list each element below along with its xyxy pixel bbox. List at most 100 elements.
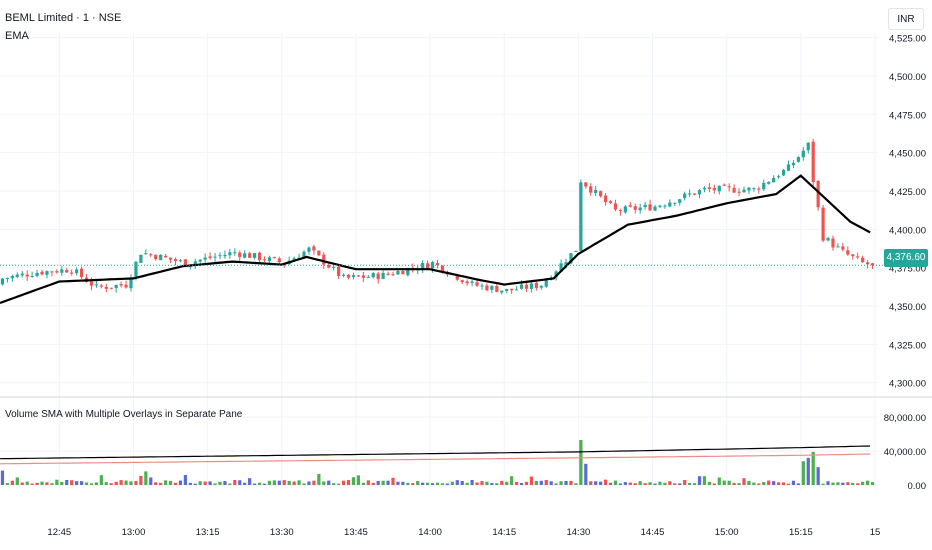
candle-body [796,157,800,162]
volume-bar [178,480,183,485]
volume-axis[interactable]: 0.00 40,000.00 80,000.00 [884,413,926,492]
volume-bar [697,476,702,485]
volume-bar [653,483,657,485]
candle-body [692,193,697,195]
currency-button[interactable]: INR [888,8,924,30]
candle-body [589,186,593,193]
volume-bar [60,481,64,485]
volume-bar [50,483,54,485]
candle-body [861,257,865,263]
volume-bar [767,480,771,485]
volume-bar [435,482,440,485]
volume-bar [257,482,262,485]
candle-body [79,268,84,278]
candle-body [386,273,390,275]
volume-bar [94,482,99,485]
volume-bar [856,483,860,485]
candle-body [658,205,662,208]
candle-body [312,246,316,251]
volume-bar [213,483,217,485]
volume-bar [589,481,593,485]
candle-body [164,255,168,258]
volume-bar [584,463,588,485]
volume-bar [173,482,178,485]
volume-bar [20,482,24,485]
volume-bar [406,482,410,485]
candle-body [119,284,123,286]
volume-bar [401,481,405,485]
volume-bar [643,483,647,485]
price-tick-label: 4,425.00 [889,187,926,198]
volume-bar [450,481,454,485]
volume-bar [282,480,286,485]
volume-bar [628,482,632,485]
volume-bar [218,481,222,485]
volume-pane-title[interactable]: Volume SMA with Multiple Overlays in Sep… [5,409,243,420]
candle-body [569,253,573,264]
candle-body [811,141,815,182]
candle-body [149,254,153,256]
candle-body [564,262,568,265]
candle-body [628,205,632,207]
volume-bar [470,479,474,485]
candle-body [865,262,870,265]
candle-body [762,182,766,190]
volume-bar [717,477,721,485]
candle-body [435,262,440,266]
volume-bar [668,481,672,485]
candle-body [663,205,667,207]
candle-body [870,263,875,266]
volume-bar [332,483,336,485]
volume-tick-label: 0.00 [908,481,927,492]
volume-bar [297,480,301,485]
candle-body [144,253,148,255]
candle-body [846,250,850,255]
volume-bar [791,480,796,485]
volume-bar [529,476,534,485]
candle-body [40,271,44,275]
time-tick-label: 12:45 [47,527,71,538]
volume-bar [519,482,524,485]
candle-body [648,204,652,211]
volume-bar [45,482,49,485]
candle-body [139,254,143,263]
symbol-title[interactable]: BEML Limited · 1 · NSE [5,12,122,24]
volume-bar [549,481,553,485]
candle-body [559,263,563,272]
ema-indicator-label[interactable]: EMA [5,30,29,42]
candle-body [747,187,751,191]
time-axis[interactable]: 12:45 13:00 13:15 13:30 13:45 14:00 14:15 14:30… [47,527,880,538]
candle-body [262,259,267,261]
candle-body [346,274,351,278]
volume-bar [574,483,578,485]
candle-body [307,247,311,252]
price-tick-label: 4,400.00 [889,225,926,236]
volume-bar [688,483,692,485]
volume-bar [168,480,173,485]
volume-bar [831,482,835,485]
candle-body [772,177,776,183]
candle-body [643,204,647,208]
candle-body [356,275,361,277]
candle-body [821,207,825,241]
volume-bar [495,483,499,485]
candle-body [791,162,796,166]
candle-body [554,271,558,278]
volume-bar [752,482,756,485]
volume-bar [633,483,637,485]
candle-body [129,277,133,289]
volume-sma-long-line [0,445,871,460]
volume-bar [30,483,34,485]
volume-bar [801,461,805,485]
candle-body [856,256,860,258]
volume-bar [554,483,558,485]
candle-body [99,285,103,287]
candle-body [183,259,187,267]
volume-bar [188,482,192,485]
candle-body [529,283,534,289]
volume-bar [55,479,59,485]
price-axis[interactable]: 4,300.00 4,325.00 4,350.00 4,375.00 4,400.00… [889,34,926,390]
volume-bar [702,476,707,485]
candle-body [727,186,731,188]
